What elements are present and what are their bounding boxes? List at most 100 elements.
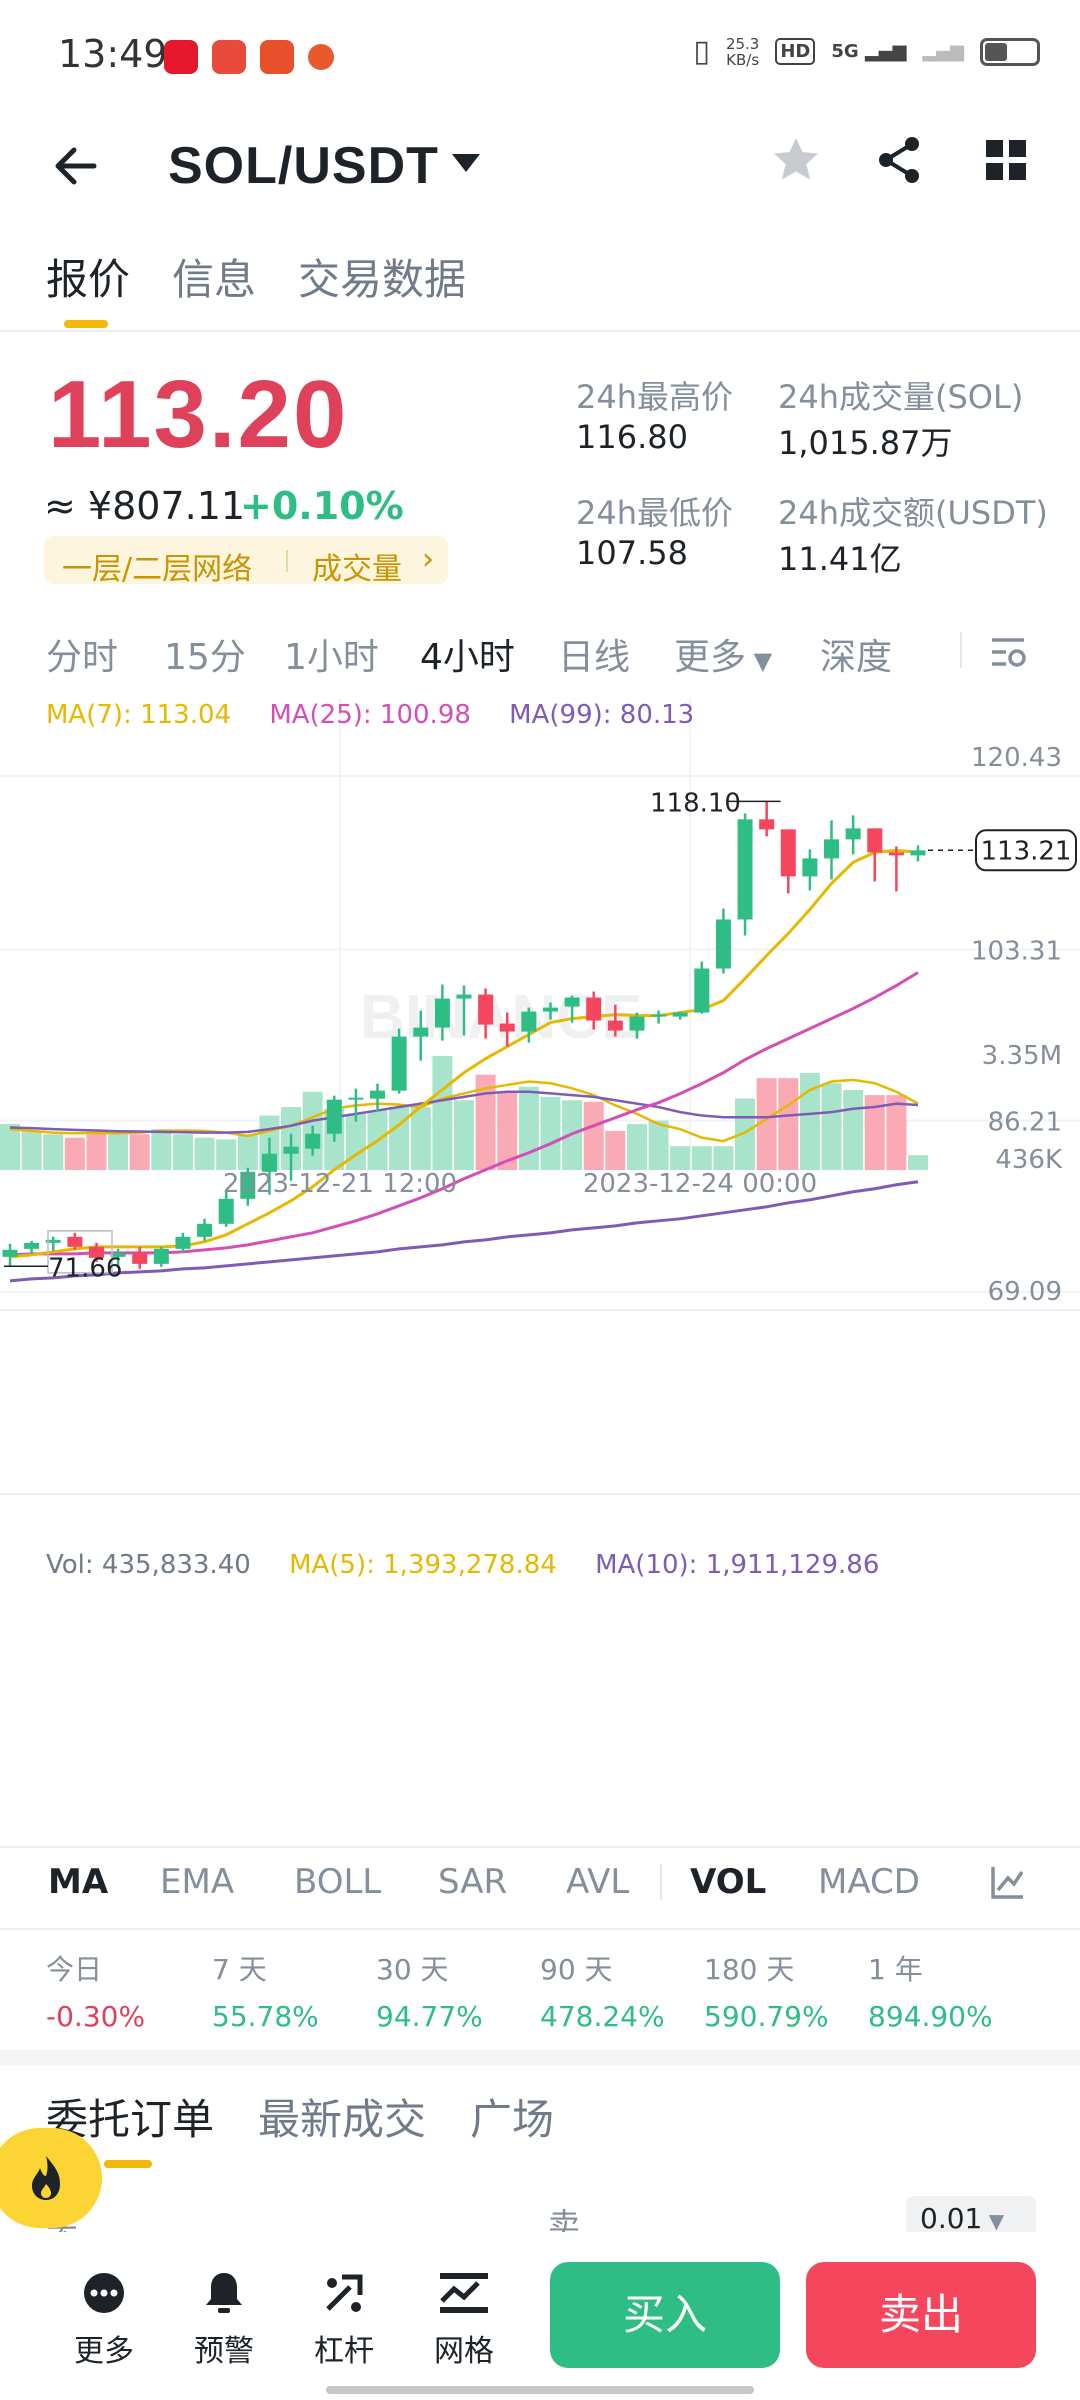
candle-body (153, 1248, 169, 1264)
indicator-sar[interactable]: SAR (438, 1862, 508, 1902)
chart-settings-icon[interactable] (986, 630, 1030, 674)
perf-7d: 7 天 55.78% (212, 1948, 319, 2033)
candle-body (348, 1097, 364, 1100)
category-tags[interactable]: 一层/二层网络 成交量 › (44, 536, 448, 587)
interval-more[interactable]: 更多 ▼ (674, 628, 772, 680)
high-marker-label: 118.10 (650, 788, 741, 818)
volume-bar (86, 1132, 107, 1170)
indicator-tabs: MA EMA BOLL SAR AVL VOL MACD (0, 1846, 1080, 1922)
indicator-avl[interactable]: AVL (566, 1862, 630, 1902)
volume-bar (648, 1120, 669, 1170)
bottom-action-bar: 更多 预警 杠杆 网格 买入 卖出 (0, 2232, 1080, 2400)
low-marker-label: 71.66 (48, 1253, 122, 1283)
indicator-macd[interactable]: MACD (818, 1862, 920, 1902)
low-marker-box (47, 1230, 113, 1274)
chevron-right-icon: › (422, 542, 434, 577)
candle-body (845, 828, 861, 840)
candle-body (521, 1011, 537, 1032)
candle-body (24, 1242, 40, 1249)
perf-period: 180 天 (704, 1953, 795, 1986)
perf-period: 90 天 (540, 1953, 613, 1986)
alert-button[interactable]: 预警 (174, 2266, 274, 2370)
interval-day[interactable]: 日线 (558, 637, 631, 678)
tab-quote[interactable]: 报价 (46, 255, 131, 304)
perf-period: 1 年 (868, 1953, 923, 1986)
volume-bar (21, 1130, 42, 1170)
vol-ma10: MA(10): 1,911,129.86 (595, 1550, 880, 1580)
perf-value: 55.78% (212, 2000, 319, 2033)
leverage-button[interactable]: 杠杆 (294, 2266, 394, 2370)
high-label: 24h最高价 (576, 378, 734, 416)
candle-body (132, 1252, 148, 1264)
current-price-tag[interactable] (975, 829, 1077, 872)
interval-15m[interactable]: 15分 (164, 637, 246, 678)
tab-info[interactable]: 信息 (172, 255, 257, 304)
candle-body (175, 1236, 191, 1249)
buy-button[interactable]: 买入 (550, 2262, 780, 2368)
pair-title[interactable]: SOL/USDT (168, 137, 439, 195)
app-icon (212, 40, 246, 74)
more-button[interactable]: 更多 (54, 2266, 154, 2370)
price-cny: ≈ ¥807.11 (44, 484, 246, 528)
tab-trading-data[interactable]: 交易数据 (298, 255, 467, 304)
price-axis-label: 86.21 (988, 1108, 1062, 1138)
bank-app-icon (260, 40, 294, 74)
candle-body (391, 1036, 407, 1091)
fire-icon[interactable] (0, 2128, 102, 2228)
volume-axis-label: 3.35M (982, 1041, 1062, 1071)
interval-time-sharing[interactable]: 分时 (46, 637, 119, 678)
volume-value: 1,015.87万 (778, 424, 953, 462)
indicator-ema[interactable]: EMA (160, 1862, 235, 1902)
indicator-ma[interactable]: MA (48, 1862, 109, 1902)
kline-svg[interactable]: BINANCE120.43103.3186.2169.093.35M436K20… (0, 698, 1080, 1820)
current-price-label[interactable]: 113.21 (981, 836, 1072, 866)
tag-network[interactable]: 一层/二层网络 (62, 552, 253, 587)
pair-dropdown-icon[interactable] (452, 154, 480, 172)
grid-menu-icon[interactable] (978, 132, 1034, 188)
candle-body (672, 1012, 688, 1017)
ma25-legend: MA(25): 100.98 (269, 700, 471, 730)
interval-1h[interactable]: 1小时 (284, 637, 379, 678)
promo-icon (308, 44, 334, 70)
candle-body (780, 829, 796, 877)
volume-bar (670, 1146, 691, 1170)
candle-body (370, 1090, 386, 1099)
interval-depth[interactable]: 深度 (820, 637, 893, 678)
sell-button[interactable]: 卖出 (806, 2262, 1036, 2368)
perf-180d: 180 天 590.79% (704, 1948, 829, 2033)
kline-chart[interactable]: BINANCE 120.43 103.31 86.21 69.09 3.35M 436K 20… (0, 698, 1080, 1820)
candle-body (499, 1023, 515, 1032)
indicator-settings-icon[interactable] (988, 1862, 1028, 1902)
grid-trading-button[interactable]: 网格 (414, 2266, 514, 2370)
price-axis-label: 120.43 (971, 743, 1062, 773)
performance-row: 今日 -0.30% 7 天 55.78% 30 天 94.77% 90 天 47… (0, 1928, 1080, 2048)
candle-body (2, 1249, 18, 1257)
candle-body (478, 994, 494, 1025)
candle-body (283, 1146, 299, 1154)
status-bar: 13:49 ▯ 25.3 KB/s HD 5G ▂▄▆ ▂▄▆ (0, 0, 1080, 110)
candle-body (218, 1198, 234, 1224)
battery-icon (980, 37, 1040, 66)
perf-1y: 1 年 894.90% (868, 1948, 993, 2033)
indicator-vol[interactable]: VOL (690, 1862, 767, 1902)
interval-4h[interactable]: 4小时 (420, 637, 515, 678)
back-arrow-icon[interactable] (48, 138, 104, 194)
candle-body (759, 819, 775, 830)
perf-value: 590.79% (704, 2000, 829, 2033)
tag-volume[interactable]: 成交量 (312, 552, 402, 587)
leverage-label: 杠杆 (314, 2334, 374, 2369)
price-axis-label: 69.09 (988, 1277, 1062, 1307)
favorite-star-icon[interactable] (768, 132, 824, 188)
high-value: 116.80 (576, 418, 688, 456)
home-indicator[interactable] (326, 2386, 754, 2394)
indicator-boll[interactable]: BOLL (294, 1862, 382, 1902)
vol-legend: Vol: 435,833.40 MA(5): 1,393,278.84 MA(1… (46, 1550, 879, 1580)
more-dots-icon (84, 2273, 124, 2313)
volume-bar (886, 1095, 907, 1170)
amount-value: 11.41亿 (778, 540, 902, 578)
tab-square[interactable]: 广场 (470, 2095, 555, 2144)
interval-bar: 分时 15分 1小时 4小时 日线 更多 ▼ 深度 (0, 618, 1080, 688)
tab-latest-trades[interactable]: 最新成交 (258, 2095, 427, 2144)
share-icon[interactable] (872, 132, 928, 188)
volume-bar (43, 1134, 64, 1170)
